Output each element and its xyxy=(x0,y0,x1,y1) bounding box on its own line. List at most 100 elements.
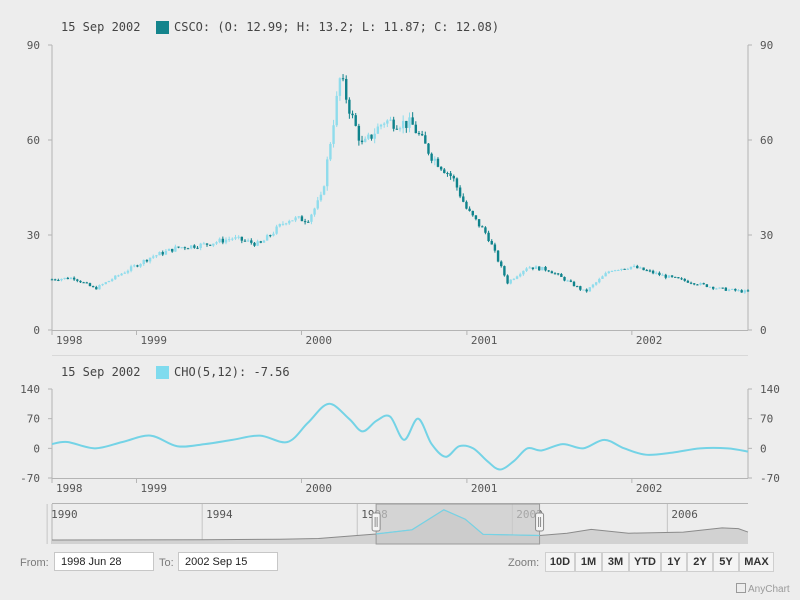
candlestick-series[interactable] xyxy=(50,74,750,294)
candle-body xyxy=(487,232,490,242)
candle-body xyxy=(199,243,202,248)
candle-body xyxy=(284,223,288,225)
ind-y-tick-label: 70 xyxy=(27,413,40,426)
candle-body xyxy=(712,286,715,289)
zoom-max-button[interactable]: MAX xyxy=(739,552,774,572)
candle-body xyxy=(620,268,623,270)
navigator[interactable]: 19901994199820022006 xyxy=(46,503,749,545)
to-date-input[interactable]: 2002 Sep 15 xyxy=(178,552,278,571)
candle-body xyxy=(525,268,528,271)
candle-body xyxy=(544,266,547,271)
candle-body xyxy=(585,289,588,292)
candle-body xyxy=(721,287,724,289)
drag-handle-icon[interactable] xyxy=(371,512,381,532)
candle-body xyxy=(326,159,329,187)
candle-body xyxy=(617,269,620,271)
candle-body xyxy=(107,280,111,283)
candle-body xyxy=(221,238,225,243)
zoom-3m-button[interactable]: 3M xyxy=(602,552,629,572)
zoom-2y-button[interactable]: 2Y xyxy=(687,552,713,572)
zoom-1y-button[interactable]: 1Y xyxy=(661,552,687,572)
main-legend-text: CSCO: (O: 12.99; H: 13.2; L: 11.87; C: 1… xyxy=(174,20,499,34)
candle-body xyxy=(291,220,294,222)
candle-body xyxy=(572,281,576,287)
candle-body xyxy=(335,95,338,126)
candle-body xyxy=(57,279,60,281)
candle-body xyxy=(338,78,342,96)
main-x-tick-label: 2001 xyxy=(471,334,498,347)
candle-body xyxy=(575,286,579,288)
candle-body xyxy=(269,235,272,237)
candle-body xyxy=(246,240,250,242)
main-x-tick-label: 2000 xyxy=(305,334,332,347)
candle-body xyxy=(218,238,221,243)
candle-body xyxy=(427,143,430,154)
candle-body xyxy=(693,283,696,285)
main-plot: 0 0 30 30 60 60 90 90 1998 1999 2000 2001 2002 15 S… xyxy=(27,20,774,347)
candle-body xyxy=(588,287,592,292)
candle-body xyxy=(253,242,256,246)
candle-body xyxy=(519,274,522,277)
candle-body xyxy=(490,241,493,245)
candle-body xyxy=(69,277,73,280)
candle-body xyxy=(734,288,737,291)
candle-body xyxy=(354,115,357,126)
candle-body xyxy=(145,259,149,262)
candle-body xyxy=(455,178,459,188)
candle-body xyxy=(91,286,95,288)
zoom-1m-button[interactable]: 1M xyxy=(575,552,602,572)
candle-body xyxy=(534,266,538,269)
candle-body xyxy=(452,176,455,179)
candle-body xyxy=(648,270,652,272)
candle-body xyxy=(715,288,718,290)
main-y-ticks: 0 0 30 30 60 60 90 90 xyxy=(27,39,774,337)
candle-body xyxy=(60,278,63,281)
from-date-input[interactable]: 1998 Jun 28 xyxy=(54,552,154,571)
candle-body xyxy=(183,247,187,249)
candle-body xyxy=(117,275,120,277)
ind-y-tick-label: 0 xyxy=(33,442,40,455)
candle-body xyxy=(493,244,497,251)
ind-x-tick-label: 1998 xyxy=(56,482,83,495)
candle-body xyxy=(645,270,648,272)
main-y-tick-label: 0 xyxy=(33,324,40,337)
candle-body xyxy=(680,278,683,280)
candle-body xyxy=(294,217,297,221)
candle-body xyxy=(651,270,655,274)
candle-body xyxy=(503,266,506,276)
main-y-tick-label: 60 xyxy=(27,134,40,147)
navigator-selection[interactable] xyxy=(375,503,541,545)
candle-body xyxy=(174,246,177,252)
candle-body xyxy=(250,240,253,243)
candle-body xyxy=(639,267,642,269)
zoom-5y-button[interactable]: 5Y xyxy=(713,552,739,572)
navigator-left-handle[interactable] xyxy=(371,512,381,532)
candle-body xyxy=(433,158,436,161)
candle-body xyxy=(319,194,323,201)
candle-body xyxy=(262,240,266,243)
candle-body xyxy=(66,277,70,280)
anychart-logo-icon xyxy=(736,583,746,593)
candle-body xyxy=(601,276,604,279)
cho-indicator-line[interactable] xyxy=(51,402,749,471)
candle-body xyxy=(550,271,554,274)
candle-body xyxy=(227,239,231,241)
candle-body xyxy=(364,138,367,143)
main-x-tick-label: 1998 xyxy=(56,334,83,347)
main-legend-marker xyxy=(156,21,169,34)
zoom-ytd-button[interactable]: YTD xyxy=(629,552,661,572)
candle-body xyxy=(265,235,269,241)
credits[interactable]: AnyChart xyxy=(736,583,790,595)
candle-body xyxy=(395,128,399,130)
candle-body xyxy=(98,285,101,290)
candle-body xyxy=(398,128,402,130)
candle-body xyxy=(556,273,560,275)
zoom-10d-button[interactable]: 10D xyxy=(545,552,575,572)
nav-x-tick-label: 1994 xyxy=(206,508,233,521)
navigator-area xyxy=(52,509,748,544)
candle-body xyxy=(636,265,639,269)
navigator-right-handle[interactable] xyxy=(535,512,545,532)
candle-body xyxy=(538,266,541,271)
candle-body xyxy=(528,267,531,269)
drag-handle-icon[interactable] xyxy=(535,512,545,532)
